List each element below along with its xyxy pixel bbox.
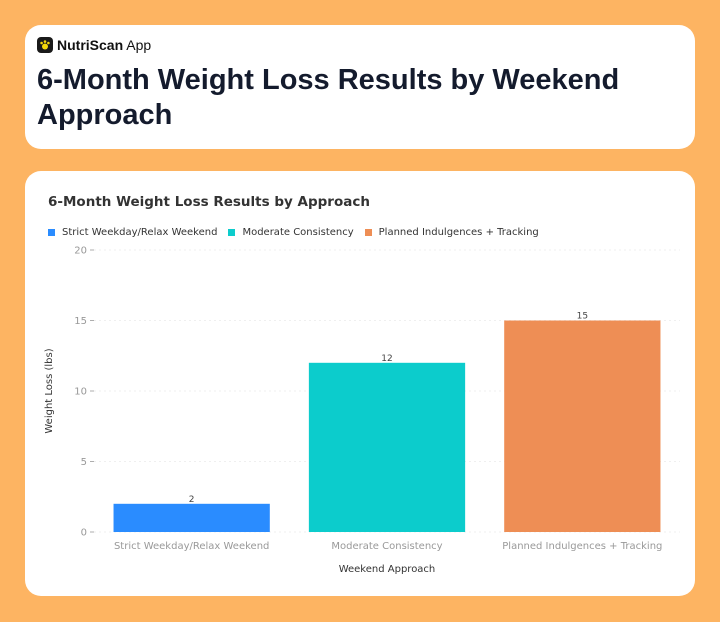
legend-label: Planned Indulgences + Tracking — [378, 227, 539, 238]
legend-label: Strict Weekday/Relax Weekend — [62, 227, 218, 238]
y-tick-label: 5 — [81, 457, 87, 468]
bar — [113, 503, 270, 532]
x-axis-label: Weekend Approach — [339, 564, 436, 575]
y-tick-label: 20 — [74, 246, 87, 257]
bar — [504, 320, 661, 532]
legend-swatch — [228, 229, 236, 236]
legend-label: Moderate Consistency — [242, 227, 354, 238]
legend-item[interactable]: Planned Indulgences + Tracking — [364, 227, 539, 238]
logo-icon — [37, 37, 53, 53]
y-tick-label: 15 — [74, 316, 87, 327]
app-name: NutriScan App — [57, 37, 152, 53]
y-tick-label: 0 — [81, 528, 87, 539]
legend-swatch — [364, 229, 372, 236]
chart-title: 6-Month Weight Loss Results by Approach — [48, 194, 370, 210]
bar-value-label: 15 — [577, 312, 588, 322]
bar-value-label: 12 — [381, 354, 392, 364]
header-card: NutriScan App 6-Month Weight Loss Result… — [25, 25, 695, 149]
x-tick-label: Moderate Consistency — [331, 541, 442, 552]
chart-legend: Strict Weekday/Relax Weekend Moderate Co… — [48, 227, 550, 238]
chart-card: 6-Month Weight Loss Results by Approach … — [25, 171, 695, 596]
bar — [308, 362, 466, 532]
page-title: 6-Month Weight Loss Results by Weekend A… — [37, 64, 620, 131]
brand: NutriScan App — [37, 37, 151, 53]
legend-swatch — [48, 229, 55, 236]
x-tick-label: Planned Indulgences + Tracking — [502, 541, 662, 552]
x-tick-label: Strict Weekday/Relax Weekend — [114, 541, 269, 552]
y-tick-label: 10 — [74, 387, 87, 398]
legend-item[interactable]: Strict Weekday/Relax Weekend — [48, 227, 217, 238]
y-axis-label: Weight Loss (lbs) — [44, 348, 55, 433]
bar-value-label: 2 — [189, 495, 195, 505]
legend-item[interactable]: Moderate Consistency — [228, 227, 354, 238]
